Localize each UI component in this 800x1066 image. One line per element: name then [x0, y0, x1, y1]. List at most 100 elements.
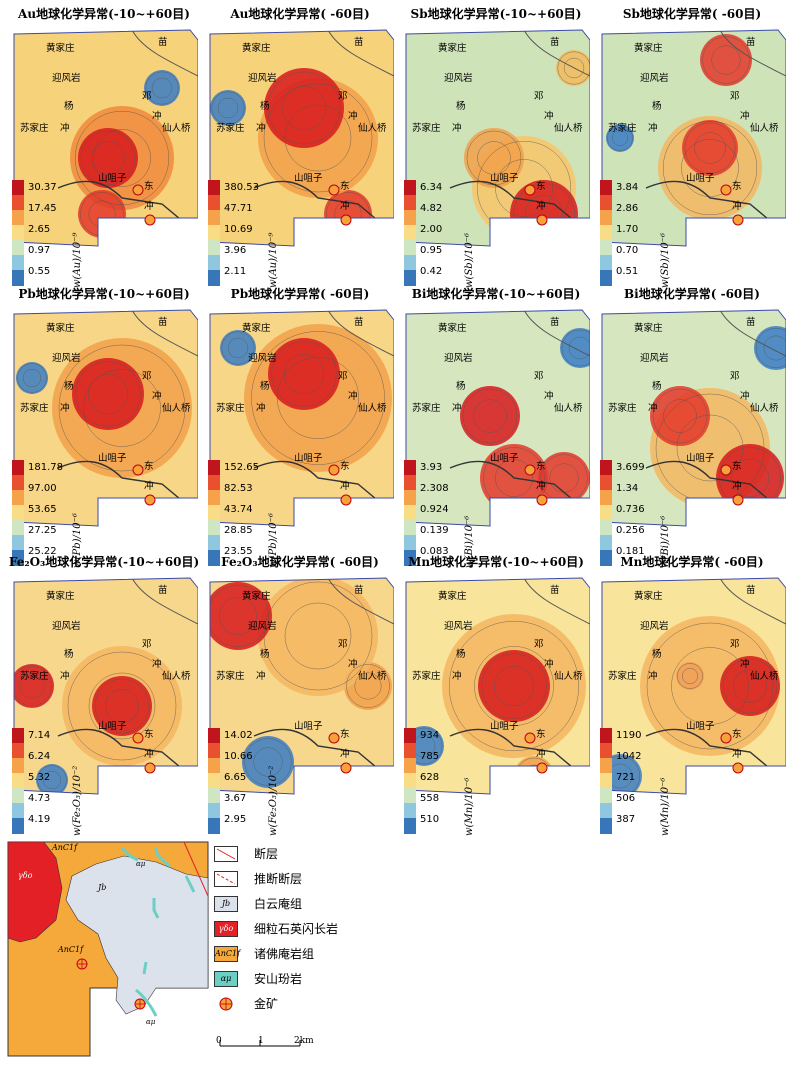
legend-swatch: [214, 996, 238, 1012]
scale-tick: 152.65: [224, 462, 259, 473]
unit-label: w(Au)/10⁻⁹: [72, 232, 83, 288]
place-label-dong: 东: [732, 181, 742, 192]
gold-mine-marker: [732, 762, 744, 774]
gold-mine-marker: [144, 214, 156, 226]
place-label-chong: 冲: [740, 391, 750, 402]
place-label-chong: 冲: [256, 671, 266, 682]
gold-mine-marker: [144, 762, 156, 774]
scale-tick: 3.93: [420, 462, 443, 473]
gold-mine-marker: [328, 732, 340, 744]
place-label-yfy: 迎风岩: [444, 621, 473, 632]
anomaly-map: 黄家庄 迎风岩杨苏家庄冲邓冲仙人桥 山咀子东冲苗 30.37 17.45 2.65 0.97…: [12, 28, 198, 288]
place-label-hjz: 黄家庄: [242, 43, 271, 54]
place-label-chong: 冲: [144, 201, 154, 212]
anomaly-map: 黄家庄 迎风岩杨苏家庄冲邓冲仙人桥 山咀子东冲苗 3.699 1.34 0.736 0.25…: [600, 308, 786, 568]
scale-tick: 2.65: [28, 224, 51, 235]
scale-tick: 43.74: [224, 504, 253, 515]
panel-title: Au地球化学异常(-10~+60目): [18, 7, 190, 21]
place-label-szz: 山咀子: [490, 453, 519, 464]
place-label-miao: 苗: [158, 317, 168, 328]
panel-title: Fe₂O₃地球化学异常( -60目): [221, 555, 379, 569]
scale-tick: 10.66: [224, 751, 253, 762]
gold-mine-marker: [340, 762, 352, 774]
place-label-chong: 冲: [452, 671, 462, 682]
unit-label: w(Sb)/10⁻⁶: [464, 233, 475, 288]
place-label-dong: 东: [144, 461, 154, 472]
scale-tick: 1.70: [616, 224, 639, 235]
legend-label: 白云庵组: [254, 897, 303, 911]
color-scale: 3.84 2.86 1.70 0.70 0.51 w(Sb)/10⁻⁶: [600, 180, 686, 292]
legend-swatch: [214, 846, 238, 862]
place-label-szz: 山咀子: [98, 453, 127, 464]
place-label-yang: 杨: [64, 649, 74, 660]
scale-tick: 2.86: [616, 203, 639, 214]
place-label-yfy: 迎风岩: [52, 621, 81, 632]
place-label-yfy: 迎风岩: [248, 621, 277, 632]
place-label-miao: 苗: [550, 37, 560, 48]
scale-tick: 23.55: [224, 546, 253, 557]
place-label-chong: 冲: [348, 659, 358, 670]
scale-tick: 3.96: [224, 245, 247, 256]
scale-tick: 721: [616, 772, 636, 783]
place-label-yang: 杨: [456, 649, 466, 660]
anomaly-map: 黄家庄 迎风岩杨苏家庄冲邓冲仙人桥 山咀子东冲苗 934 785 628 558 510 w(M…: [404, 576, 590, 836]
scale-tick: 4.73: [28, 793, 51, 804]
scale-tick: 558: [420, 793, 440, 804]
place-label-dong: 东: [732, 729, 742, 740]
scale-tick: 2.11: [224, 266, 247, 277]
place-label-deng: 邓: [730, 91, 740, 102]
gold-mine-marker: [144, 494, 156, 506]
place-label-chong: 冲: [60, 123, 70, 134]
place-label-szz: 山咀子: [294, 453, 323, 464]
anomaly-map: 黄家庄 迎风岩杨苏家庄冲邓冲仙人桥 山咀子东冲苗 7.14 6.24 5.32 4.73 4.…: [12, 576, 198, 836]
place-label-chong: 冲: [648, 671, 658, 682]
place-label-xrq: 仙人桥: [358, 123, 387, 134]
place-label-deng: 邓: [338, 639, 348, 650]
legend-label: 金矿: [254, 997, 279, 1011]
anomaly-map: 黄家庄 迎风岩杨苏家庄冲邓冲仙人桥 山咀子东冲苗 14.02 10.66 6.65 3.67…: [208, 576, 394, 836]
color-scale: 181.78 97.00 53.65 27.25 25.22 w(Pb)/10⁻⁶: [12, 460, 98, 572]
place-label-szj: 苏家庄: [608, 671, 637, 682]
color-scale: 7.14 6.24 5.32 4.73 4.19 w(Fe₂O₃)/10⁻²: [12, 728, 98, 840]
place-label-yang: 杨: [652, 381, 662, 392]
place-label-yfy: 迎风岩: [52, 73, 81, 84]
place-label-chong: 冲: [536, 201, 546, 212]
place-label-yang: 杨: [260, 649, 270, 660]
scale-tick: 2.95: [224, 814, 247, 825]
place-label-miao: 苗: [746, 317, 756, 328]
place-label-deng: 邓: [534, 371, 544, 382]
place-label-szz: 山咀子: [490, 721, 519, 732]
place-label-yfy: 迎风岩: [444, 353, 473, 364]
scale-tick: 506: [616, 793, 636, 804]
gold-mine-marker: [720, 732, 732, 744]
gold-mine-marker: [132, 464, 144, 476]
panel-title: Mn地球化学异常( -60目): [620, 555, 764, 569]
panel-title: Au地球化学异常( -60目): [230, 7, 370, 21]
panel-title: Bi地球化学异常(-10~+60目): [411, 287, 581, 301]
place-label-chong: 冲: [544, 111, 554, 122]
legend-label: 推断断层: [254, 872, 303, 886]
anomaly-map: 黄家庄 迎风岩杨苏家庄冲邓冲仙人桥 山咀子东冲苗 6.34 4.82 2.00 0.95 0.…: [404, 28, 590, 288]
legend-swatch: [214, 871, 238, 887]
unit-label: w(Mn)/10⁻⁶: [464, 777, 475, 836]
scale-tick: 1042: [616, 751, 642, 762]
unit-label: w(Fe₂O₃)/10⁻²: [72, 765, 83, 836]
place-label-hjz: 黄家庄: [438, 43, 467, 54]
scale-tick: 17.45: [28, 203, 57, 214]
anomaly-map: 黄家庄 迎风岩杨苏家庄冲邓冲仙人桥 山咀子东冲苗 3.84 2.86 1.70 0.70 0.…: [600, 28, 786, 288]
place-label-dong: 东: [144, 729, 154, 740]
scale-tick: 0.181: [616, 546, 645, 557]
place-label-szj: 苏家庄: [412, 403, 441, 414]
place-label-chong: 冲: [340, 481, 350, 492]
panel-title: Mn地球化学异常(-10~+60目): [408, 555, 584, 569]
place-label-szz: 山咀子: [686, 173, 715, 184]
panel-title: Fe₂O₃地球化学异常(-10~+60目): [8, 555, 200, 569]
scale-tick: 0.256: [616, 525, 645, 536]
panel-title: Pb地球化学异常( -60目): [230, 287, 370, 301]
place-label-szj: 苏家庄: [608, 123, 637, 134]
place-label-chong: 冲: [60, 403, 70, 414]
scale-tick: 1.34: [616, 483, 639, 494]
place-label-szj: 苏家庄: [20, 403, 49, 414]
gold-mine-marker: [524, 184, 536, 196]
place-label-chong: 冲: [740, 111, 750, 122]
